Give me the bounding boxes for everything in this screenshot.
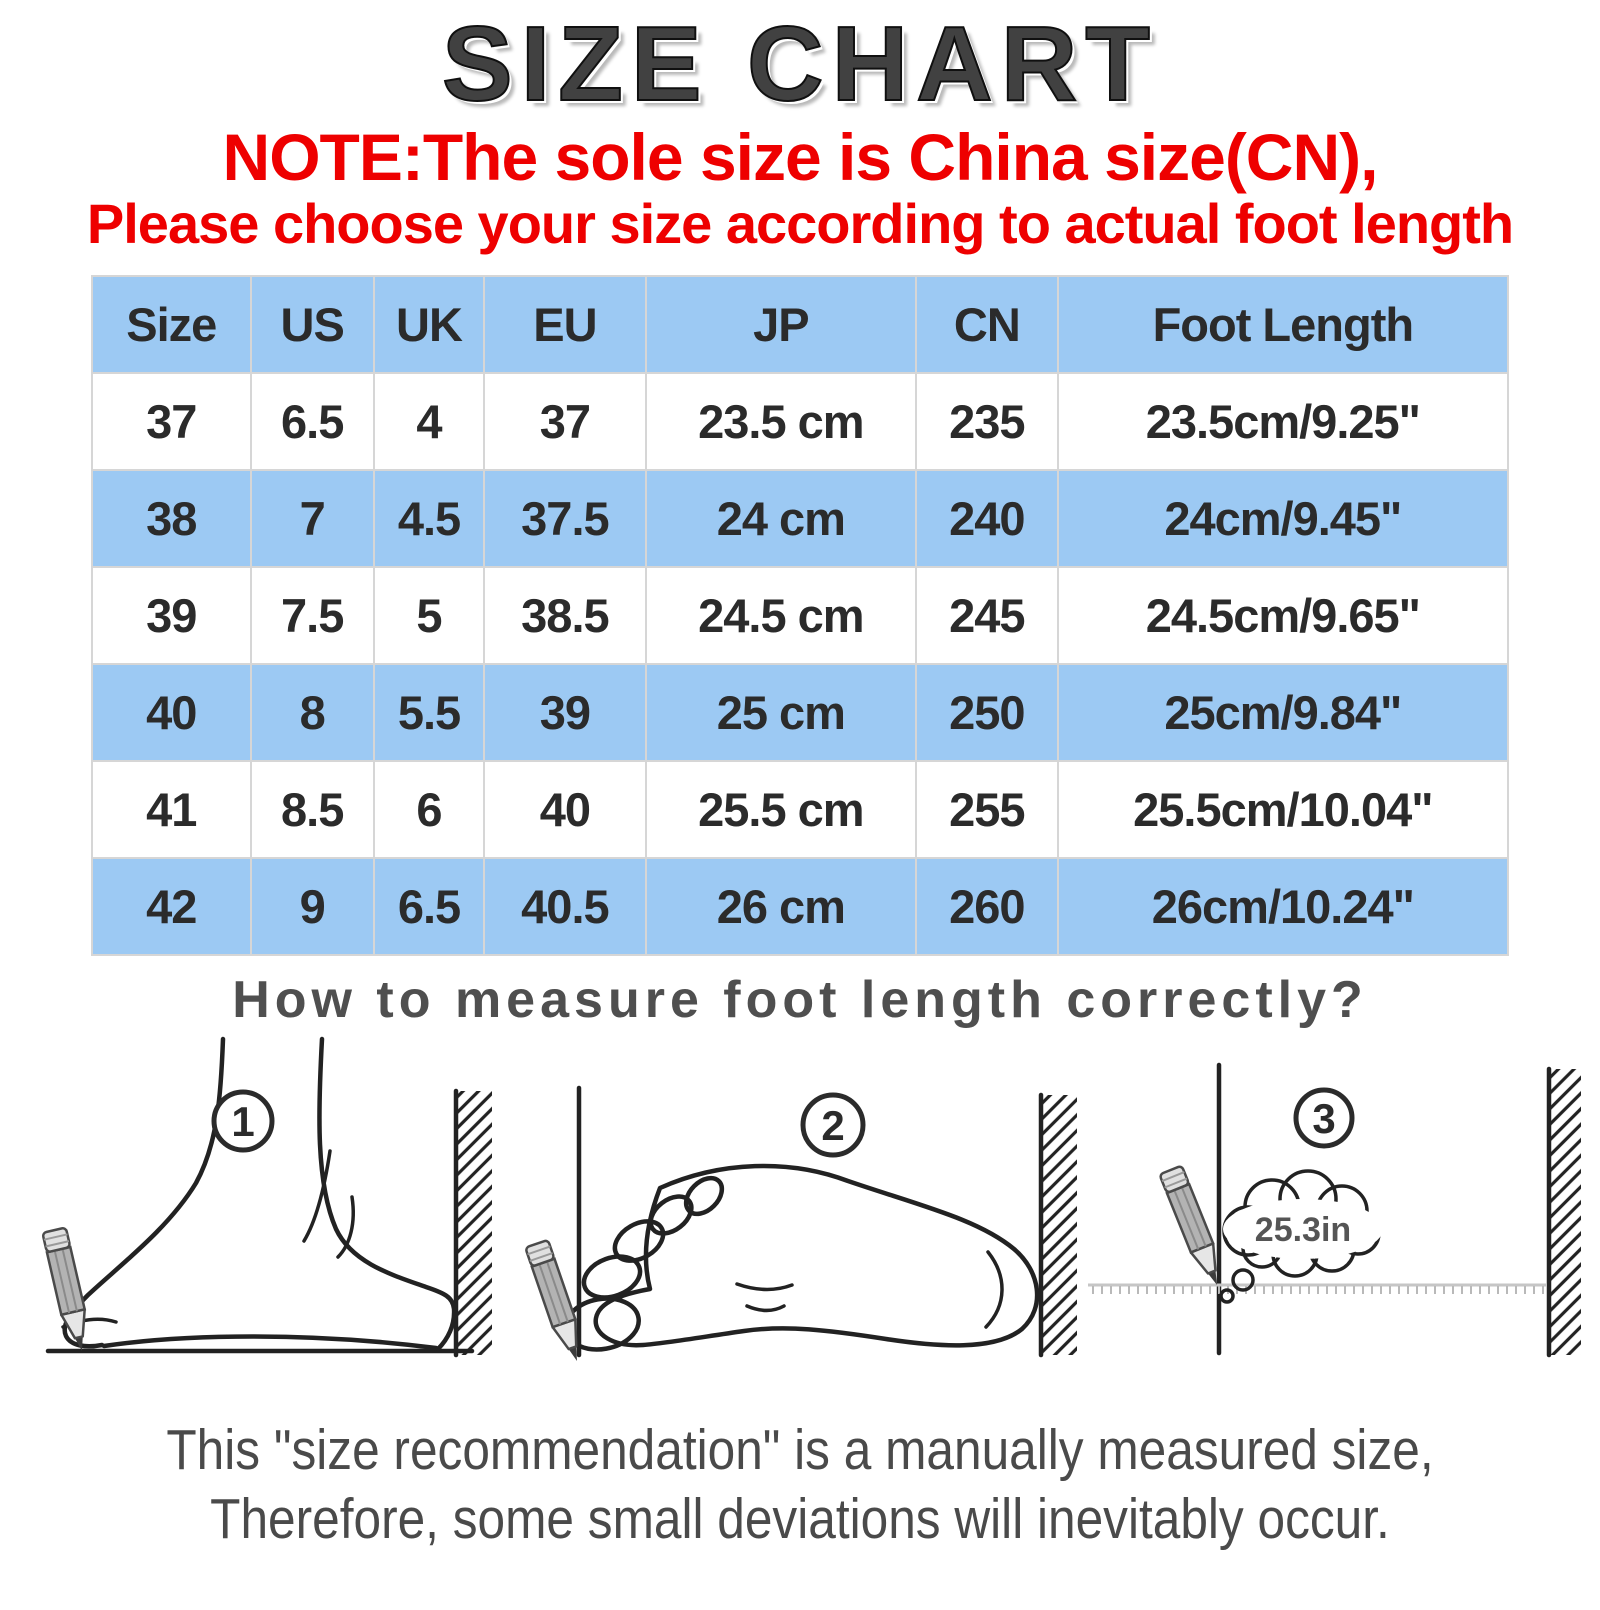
measuring-illustrations: 1 2	[41, 1036, 1581, 1367]
wall-hatching	[1043, 1095, 1077, 1356]
col-header-foot-length: Foot Length	[1056, 274, 1510, 374]
cell-size: 37	[91, 371, 252, 471]
cell-cn: 255	[915, 759, 1059, 859]
cell-size: 41	[91, 759, 252, 859]
cell-eu: 37.5	[483, 468, 647, 568]
footer-note: This "size recommendation" is a manually…	[0, 1416, 1600, 1553]
step-3-panel: 25.3in 3	[1088, 1062, 1581, 1358]
step-2-panel: 2	[524, 1085, 1077, 1367]
cell-uk: 5.5	[372, 662, 486, 762]
size-chart-page: SIZE CHART NOTE:The sole size is China s…	[0, 5, 1600, 1610]
cell-uk: 4.5	[372, 468, 486, 568]
cell-size: 42	[91, 856, 252, 956]
note-line-2: Please choose your size according to act…	[86, 192, 1514, 256]
bubble-measurement: 25.3in	[1255, 1211, 1351, 1249]
cell-jp: 24 cm	[644, 468, 918, 568]
cell-cn: 235	[915, 371, 1059, 471]
sole-crease-2	[745, 1304, 786, 1313]
cell-us: 7	[249, 468, 375, 568]
table-row: 37 6.5 4 37 23.5 cm 235 23.5cm/9.25"	[91, 371, 1510, 471]
cell-eu: 39	[483, 662, 647, 762]
step-3-badge-circle	[1293, 1087, 1355, 1149]
foot-side-view	[61, 1036, 457, 1352]
leg-front-outline	[62, 1036, 226, 1349]
cell-cn: 250	[915, 662, 1059, 762]
note-block: NOTE:The sole size is China size(CN), Pl…	[0, 120, 1600, 256]
step-1-badge: 1	[231, 1098, 254, 1145]
cell-jp: 26 cm	[644, 856, 918, 956]
cell-cn: 240	[915, 468, 1059, 568]
measure-heading: How to measure foot length correctly?	[232, 970, 1368, 1029]
cell-eu: 40	[483, 759, 647, 859]
step-2-badge: 2	[821, 1102, 844, 1149]
col-header-uk: UK	[372, 274, 486, 374]
table-header-row: Size US UK EU JP CN Foot Length	[91, 274, 1510, 374]
wall-hatching	[458, 1091, 492, 1356]
cell-us: 7.5	[249, 565, 375, 665]
ankle-crease-1	[302, 1149, 332, 1243]
wall-hatching	[1551, 1069, 1581, 1356]
step-3-badge: 3	[1312, 1095, 1335, 1142]
cell-us: 8.5	[249, 759, 375, 859]
cell-foot-length: 26cm/10.24"	[1056, 856, 1510, 956]
table-row: 40 8 5.5 39 25 cm 250 25cm/9.84"	[91, 662, 1510, 762]
foot-sole-line	[101, 1334, 439, 1351]
sole-crease-1	[735, 1282, 794, 1292]
leg-back-outline	[317, 1036, 457, 1352]
cell-us: 8	[249, 662, 375, 762]
cell-foot-length: 25.5cm/10.04"	[1056, 759, 1510, 859]
toe-2	[581, 1254, 643, 1300]
table-row: 41 8.5 6 40 25.5 cm 255 25.5cm/10.04"	[91, 759, 1510, 859]
cell-jp: 24.5 cm	[644, 565, 918, 665]
cell-foot-length: 24cm/9.45"	[1056, 468, 1510, 568]
cell-us: 9	[249, 856, 375, 956]
note-line-1: NOTE:The sole size is China size(CN),	[222, 120, 1379, 195]
cell-foot-length: 24.5cm/9.65"	[1056, 565, 1510, 665]
ankle-crease-2	[336, 1195, 355, 1259]
cell-size: 39	[91, 565, 252, 665]
step-2-badge-circle	[800, 1092, 866, 1158]
col-header-cn: CN	[915, 274, 1059, 374]
cell-eu: 40.5	[483, 856, 647, 956]
toe-5	[683, 1176, 725, 1217]
cell-us: 6.5	[249, 371, 375, 471]
cell-cn: 260	[915, 856, 1059, 956]
col-header-eu: EU	[483, 274, 647, 374]
cell-jp: 23.5 cm	[644, 371, 918, 471]
cell-foot-length: 25cm/9.84"	[1056, 662, 1510, 762]
toe-3	[612, 1219, 666, 1264]
thought-bubble: 25.3in	[1219, 1169, 1383, 1304]
cell-size: 40	[91, 662, 252, 762]
footer-line-2: Therefore, some small deviations will in…	[210, 1486, 1390, 1551]
table-row: 42 9 6.5 40.5 26 cm 260 26cm/10.24"	[91, 856, 1510, 956]
step-1-badge-circle	[211, 1089, 275, 1153]
cell-jp: 25.5 cm	[644, 759, 918, 859]
cell-size: 38	[91, 468, 252, 568]
col-header-us: US	[249, 274, 375, 374]
pencil-icon	[41, 1226, 95, 1356]
table-row: 38 7 4.5 37.5 24 cm 240 24cm/9.45"	[91, 468, 1510, 568]
cell-uk: 4	[372, 371, 486, 471]
size-table: Size US UK EU JP CN Foot Length 37 6.5 4…	[91, 274, 1510, 956]
table-row: 39 7.5 5 38.5 24.5 cm 245 24.5cm/9.65"	[91, 565, 1510, 665]
sole-outline	[593, 1163, 1040, 1348]
foot-sole-view	[563, 1163, 1040, 1352]
cell-foot-length: 23.5cm/9.25"	[1056, 371, 1510, 471]
col-header-size: Size	[91, 274, 252, 374]
step-1-panel: 1	[41, 1036, 492, 1358]
cell-uk: 5	[372, 565, 486, 665]
toe-4	[648, 1194, 694, 1236]
cell-uk: 6	[372, 759, 486, 859]
ruler	[1088, 1283, 1546, 1298]
cell-eu: 37	[483, 371, 647, 471]
footer-line-1: This "size recommendation" is a manually…	[166, 1418, 1434, 1483]
col-header-jp: JP	[644, 274, 918, 374]
page-title: SIZE CHART	[441, 5, 1158, 123]
cell-uk: 6.5	[372, 856, 486, 956]
heel-crease	[984, 1250, 1004, 1329]
cell-cn: 245	[915, 565, 1059, 665]
cell-eu: 38.5	[483, 565, 647, 665]
cell-jp: 25 cm	[644, 662, 918, 762]
